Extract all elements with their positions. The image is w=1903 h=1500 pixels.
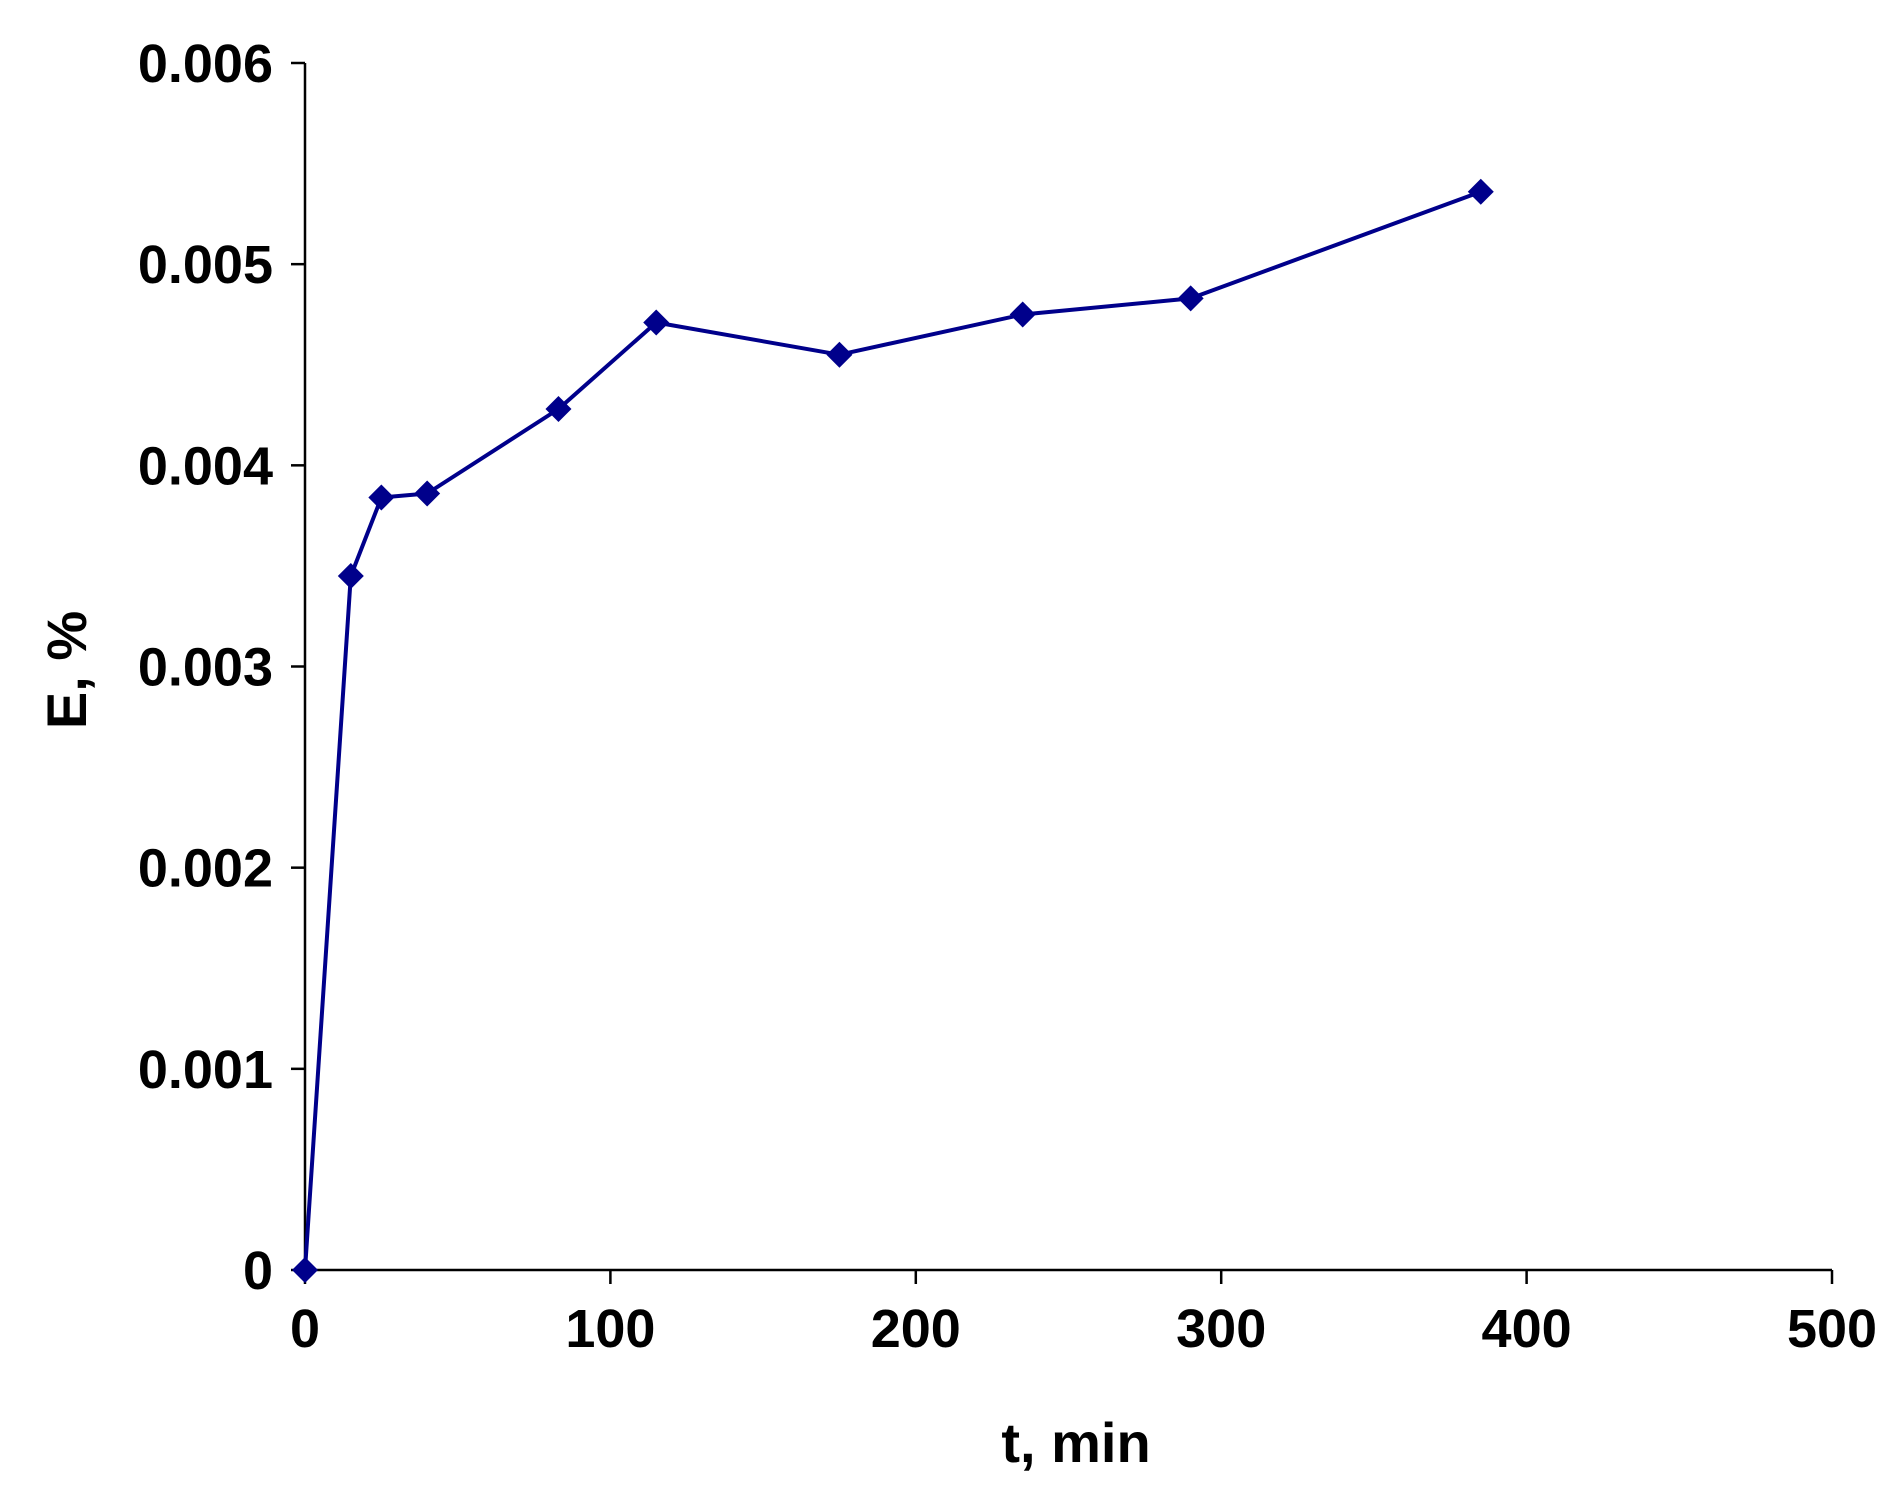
data-point [292, 1257, 318, 1283]
y-tick-label: 0.003 [138, 638, 273, 698]
data-point [1009, 301, 1036, 328]
series-line [303, 189, 1482, 1271]
data-point [368, 484, 395, 511]
y-tick-label: 0.005 [138, 235, 273, 295]
y-tick-label: 0.001 [138, 1040, 273, 1100]
x-tick-label: 300 [1176, 1299, 1266, 1359]
data-point [826, 341, 853, 368]
data-point [1177, 285, 1204, 312]
data-point [414, 480, 441, 507]
x-tick-label: 200 [871, 1299, 961, 1359]
y-tick-label: 0.002 [138, 839, 273, 899]
y-tick-label: 0.004 [138, 436, 273, 496]
data-point [643, 309, 670, 336]
x-tick-label: 100 [565, 1299, 655, 1359]
y-tick-label: 0.006 [138, 34, 273, 94]
x-axis: 0 100 200 300 400 500 [290, 1268, 1877, 1359]
plot-area [292, 178, 1494, 1283]
x-axis-title: t, min [1001, 1411, 1150, 1474]
x-tick-label: 0 [290, 1299, 320, 1359]
data-point [545, 396, 572, 423]
y-axis: 0 0.001 0.002 0.003 0.004 0.005 0.006 [138, 34, 307, 1301]
y-axis-title: E, % [35, 611, 98, 729]
x-tick-label: 500 [1787, 1299, 1877, 1359]
data-point [337, 562, 364, 589]
y-tick-label: 0 [243, 1241, 273, 1301]
data-point [1467, 178, 1494, 205]
x-tick-label: 400 [1482, 1299, 1572, 1359]
